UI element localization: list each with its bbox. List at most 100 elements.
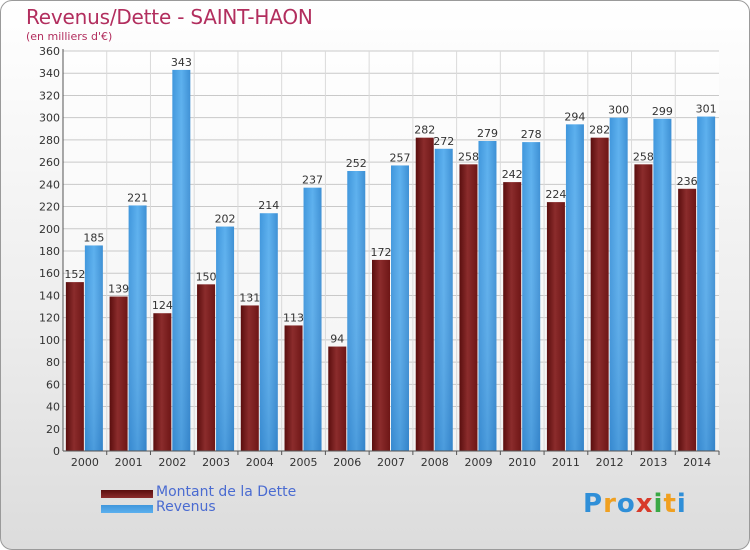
- bar-revenus-shade: [653, 118, 672, 452]
- data-label-dette: 258: [458, 150, 479, 163]
- x-tick-label: 2013: [639, 456, 667, 469]
- bar-revenus-shade: [697, 116, 716, 452]
- legend-swatch-revenus: [101, 505, 153, 513]
- data-label-revenus: 272: [433, 135, 454, 148]
- bar-revenus-shade: [347, 171, 366, 451]
- bar-revenus-shade: [259, 213, 278, 451]
- x-tick-label: 2014: [683, 456, 711, 469]
- logo-letter: i: [653, 489, 664, 519]
- bar-revenus-shade: [609, 117, 628, 452]
- data-label-dette: 224: [545, 188, 566, 201]
- bar-revenus-shade: [172, 69, 191, 451]
- logo-letter: t: [663, 489, 677, 519]
- y-tick-label: 40: [46, 401, 60, 414]
- y-tick-label: 360: [39, 45, 60, 58]
- legend-label-revenus: Revenus: [156, 499, 216, 515]
- bar-dette: [372, 259, 390, 451]
- bar-dette: [240, 305, 259, 451]
- y-tick-label: 280: [39, 134, 60, 147]
- bar-revenus-shade: [391, 165, 409, 451]
- data-label-revenus: 202: [215, 213, 236, 226]
- data-label-revenus: 214: [258, 199, 279, 212]
- legend-label-debt: Montant de la Dette: [156, 484, 297, 500]
- y-tick-label: 120: [39, 312, 60, 325]
- data-label-dette: 113: [283, 311, 304, 324]
- data-label-dette: 124: [152, 299, 173, 312]
- logo-letter: x: [635, 489, 654, 519]
- y-tick-label: 60: [46, 378, 60, 391]
- y-tick-label: 100: [39, 334, 60, 347]
- bar-dette: [678, 188, 697, 451]
- data-label-dette: 172: [371, 246, 392, 259]
- data-label-revenus: 252: [346, 157, 367, 170]
- legend-swatch-debt: [101, 490, 153, 498]
- bar-dette: [634, 164, 653, 452]
- data-label-revenus: 343: [171, 56, 192, 69]
- y-tick-label: 300: [39, 112, 60, 125]
- proxiti-logo: Proxiti: [583, 489, 687, 519]
- x-tick-label: 2007: [377, 456, 405, 469]
- bar-revenus-shade: [522, 142, 541, 451]
- data-label-revenus: 279: [477, 127, 498, 140]
- x-tick-label: 2001: [115, 456, 143, 469]
- y-tick-label: 180: [39, 245, 60, 258]
- logo-letter: i: [676, 489, 687, 519]
- y-tick-label: 20: [46, 423, 60, 436]
- data-label-dette: 282: [589, 124, 610, 137]
- x-tick-label: 2008: [421, 456, 449, 469]
- data-label-revenus: 294: [564, 110, 585, 123]
- bar-revenus-shade: [128, 205, 147, 451]
- y-tick-label: 220: [39, 201, 60, 214]
- bar-dette: [197, 284, 216, 451]
- data-label-revenus: 278: [521, 128, 542, 141]
- data-label-dette: 258: [633, 150, 654, 163]
- bar-dette: [590, 137, 609, 451]
- y-tick-label: 200: [39, 223, 60, 236]
- data-label-revenus: 221: [127, 191, 148, 204]
- data-label-dette: 152: [64, 268, 85, 281]
- data-label-dette: 282: [414, 124, 435, 137]
- data-label-dette: 242: [502, 168, 523, 181]
- bar-dette: [328, 346, 347, 451]
- data-label-revenus: 301: [696, 103, 717, 116]
- x-tick-label: 2010: [508, 456, 536, 469]
- data-label-dette: 131: [239, 291, 260, 304]
- data-label-dette: 150: [196, 270, 217, 283]
- x-tick-label: 2004: [246, 456, 274, 469]
- y-tick-label: 260: [39, 156, 60, 169]
- bar-dette: [415, 137, 434, 451]
- x-tick-label: 2009: [464, 456, 492, 469]
- data-label-dette: 94: [330, 333, 344, 346]
- logo-letter: P: [583, 489, 604, 519]
- x-tick-label: 2002: [158, 456, 186, 469]
- bar-revenus-shade: [84, 245, 103, 451]
- data-label-revenus: 300: [608, 104, 629, 117]
- x-tick-label: 2000: [71, 456, 99, 469]
- y-tick-label: 340: [39, 67, 60, 80]
- x-tick-label: 2005: [290, 456, 318, 469]
- bar-dette: [153, 313, 172, 451]
- y-tick-label: 160: [39, 267, 60, 280]
- x-tick-label: 2012: [596, 456, 624, 469]
- logo-letter: r: [603, 489, 617, 519]
- y-tick-label: 320: [39, 89, 60, 102]
- bar-dette: [284, 325, 303, 451]
- data-label-dette: 236: [677, 175, 698, 188]
- bar-dette: [65, 282, 84, 451]
- bar-dette: [503, 182, 522, 451]
- bar-revenus-shade: [216, 226, 235, 451]
- bar-revenus-shade: [434, 148, 453, 451]
- data-label-dette: 139: [108, 283, 129, 296]
- data-label-revenus: 257: [390, 151, 411, 164]
- bar-revenus-shade: [478, 141, 497, 451]
- y-tick-label: 80: [46, 356, 60, 369]
- data-label-revenus: 185: [83, 231, 104, 244]
- chart-title: Revenus/Dette - SAINT-HAON: [26, 5, 313, 29]
- bar-dette: [109, 296, 128, 451]
- data-label-revenus: 237: [302, 174, 323, 187]
- bar-dette: [546, 202, 565, 451]
- bar-revenus-shade: [303, 187, 322, 451]
- logo-letter: o: [616, 489, 636, 519]
- y-tick-label: 0: [53, 445, 60, 458]
